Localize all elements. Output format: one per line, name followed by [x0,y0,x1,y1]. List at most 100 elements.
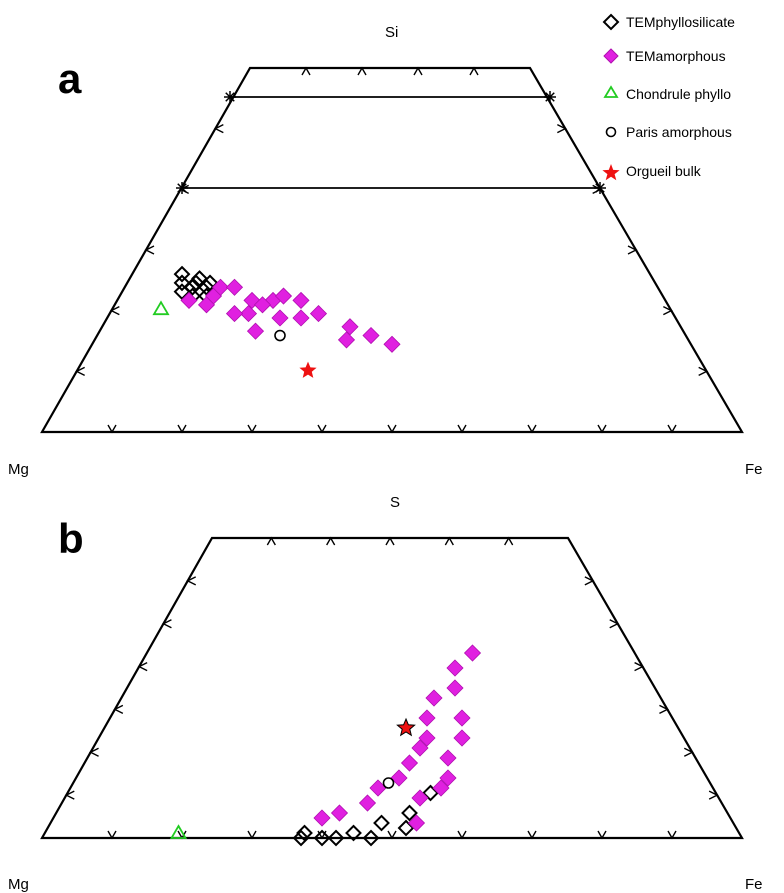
data-point [401,804,418,822]
series-temamorphous [313,644,482,832]
series-chondrule-phyllo [152,300,170,316]
data-point [173,274,191,292]
tick-mark [266,536,276,546]
data-point [453,729,471,747]
legend-item-chondrule-phyllo: Chondrule phyllo [603,85,731,102]
tick-mark [113,704,124,715]
apex-label-top-a: Si [385,24,398,41]
legend-item-orgueil-bulk: Orgueil bulk [602,163,702,181]
series-orgueil-bulk [396,717,416,737]
data-point [358,794,377,812]
data-point [382,777,395,789]
data-point [390,769,408,787]
data-point [243,291,261,309]
data-point [362,326,380,345]
apex-label-right-a: Fe [745,461,763,478]
tick-mark [144,245,155,255]
data-points-a [152,265,401,378]
ternary-frame-b [40,536,744,840]
diamond-filled-icon [603,48,619,64]
data-point [292,309,310,327]
tick-mark [708,790,719,800]
legend-item-tem-phyllosilicate: TEMphyllosilicate [602,13,735,31]
data-point [292,291,310,309]
apex-label-left-a: Mg [8,461,29,478]
data-point [463,644,482,662]
series-temamorphous [180,278,401,353]
ternary-frame-a [40,66,744,434]
data-point [173,265,191,283]
tick-mark [137,661,148,672]
tick-mark [584,576,595,586]
data-point [439,749,457,767]
tick-mark [683,747,694,757]
tick-mark [663,306,673,316]
panel-b: b S Mg Fe [8,494,763,893]
data-point [180,291,198,309]
series-paris-amorphous [274,329,286,342]
data-point [407,814,426,832]
data-point [309,305,328,323]
data-point [411,739,429,757]
data-point [453,709,471,727]
data-point [373,814,390,832]
data-point [327,829,345,847]
tick-mark [301,66,311,76]
tick-mark [627,245,638,255]
data-point [169,824,188,839]
data-point [211,278,230,296]
data-point [197,296,216,314]
panel-letter-b: b [58,515,84,562]
tick-mark [527,424,537,434]
tick-mark [457,424,467,434]
data-point [239,305,258,323]
data-point [274,287,293,305]
tick-mark [504,536,514,546]
tick-mark [557,124,567,134]
tick-mark [597,424,607,434]
data-point [446,659,464,677]
data-point [362,829,380,847]
legend-label: Paris amorphous [626,124,732,140]
data-point [313,829,331,847]
data-point [425,689,443,707]
tick-mark [457,830,467,840]
data-point [299,361,317,378]
tick-mark [444,536,454,546]
data-point [313,809,331,827]
tick-mark [317,424,327,434]
ternary-outline [40,536,744,840]
data-point [383,335,401,353]
data-point [173,283,191,301]
series-orgueil-bulk [299,361,317,378]
legend-label: Orgueil bulk [626,163,702,179]
data-point [411,789,429,807]
legend-item-paris-amorphous: Paris amorphous [605,124,732,140]
data-point [396,717,416,737]
data-point [271,309,289,327]
star-filled-icon [602,164,620,181]
apex-label-right-b: Fe [745,876,763,893]
data-point [345,824,362,842]
data-point [446,679,464,697]
tick-mark [387,830,397,840]
tick-mark [469,66,479,76]
asterisk-marker [224,91,236,103]
data-point [292,829,310,847]
data-point [341,318,359,336]
tick-mark [89,747,99,757]
tick-mark [609,619,620,629]
tick-mark [527,830,537,840]
triangle-open-icon [603,85,619,98]
tick-mark [385,536,395,546]
data-point [191,270,208,287]
tick-mark [161,619,172,629]
data-point [337,331,356,349]
data-point [432,779,450,797]
tick-mark [634,661,645,672]
legend-label: TEMamorphous [626,48,726,64]
tick-mark [186,576,197,586]
data-point [439,769,457,787]
tick-mark [179,184,189,194]
